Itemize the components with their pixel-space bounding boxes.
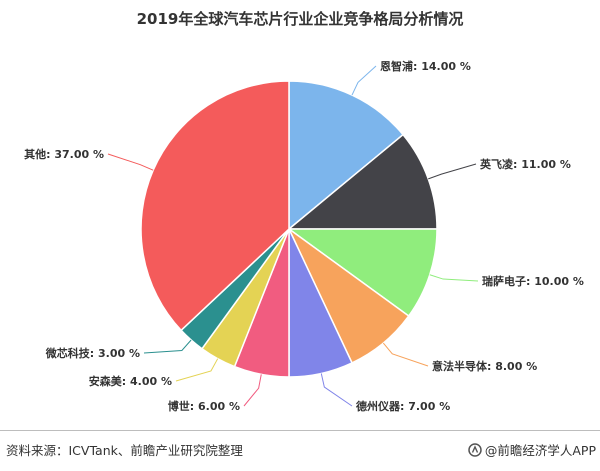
leader-line-9 bbox=[107, 153, 154, 171]
slice-label-6: 博世: 6.00 % bbox=[168, 399, 240, 413]
brand-logo-icon bbox=[468, 442, 482, 457]
slice-label-1: 恩智浦: 14.00 % bbox=[380, 59, 471, 73]
leader-line-3 bbox=[429, 274, 479, 282]
slice-label-4: 意法半导体: 8.00 % bbox=[432, 359, 537, 373]
slice-label-5: 德州仪器: 7.00 % bbox=[355, 399, 450, 413]
pie-chart: 恩智浦: 14.00 % 英飞凌: 11.00 % 瑞萨电子: 10.00 % 意法半… bbox=[24, 59, 584, 413]
slice-label-3: 瑞萨电子: 10.00 % bbox=[482, 274, 584, 288]
leader-line-6 bbox=[243, 374, 262, 407]
pie-slice-1 bbox=[288, 80, 405, 231]
leader-line-2 bbox=[428, 163, 477, 180]
leader-line-5 bbox=[320, 373, 353, 407]
slice-label-9: 其他: 37.00 % bbox=[24, 147, 104, 161]
slice-label-7: 安森美: 4.00 % bbox=[89, 374, 172, 388]
brand-text: @前瞻经济学人APP bbox=[484, 443, 596, 458]
pie-slice-9 bbox=[140, 80, 290, 332]
slice-label-8: 微芯科技: 3.00 % bbox=[45, 346, 140, 360]
chart-title: 2019年全球汽车芯片行业企业竞争格局分析情况 bbox=[136, 10, 464, 28]
pie-slice-2 bbox=[286, 133, 438, 230]
leader-line-8 bbox=[143, 339, 192, 354]
brand-credit: @前瞻经济学人APP bbox=[468, 440, 596, 459]
slice-label-2: 英飞凌: 11.00 % bbox=[479, 157, 571, 171]
leader-line-1 bbox=[351, 65, 377, 96]
footer-divider bbox=[0, 430, 600, 431]
leader-line-7 bbox=[175, 358, 219, 382]
leader-line-4 bbox=[382, 342, 429, 367]
source-note: 资料来源：ICVTank、前瞻产业研究院整理 bbox=[6, 443, 243, 458]
